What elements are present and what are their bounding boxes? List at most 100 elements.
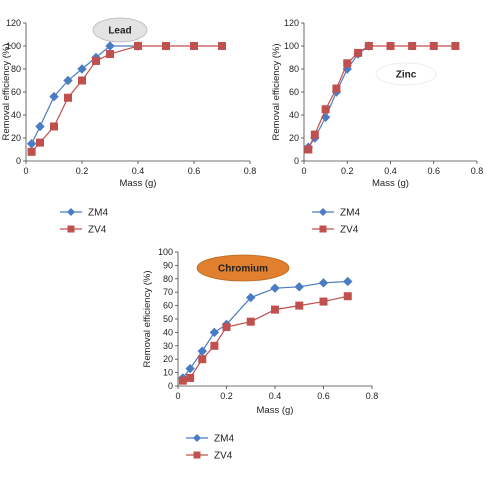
x-tick-label: 0 — [175, 391, 180, 401]
legend-marker — [319, 208, 327, 216]
chart-title-badge — [196, 254, 290, 282]
data-point — [246, 317, 255, 326]
data-point — [294, 282, 304, 292]
data-point — [105, 41, 115, 51]
legend-label: ZV4 — [340, 225, 359, 236]
chart-title: Zinc — [396, 70, 417, 81]
data-point — [222, 323, 231, 332]
chart-title-badge — [375, 62, 437, 86]
data-point — [210, 341, 219, 350]
data-point — [190, 42, 198, 50]
y-tick-label: 70 — [163, 287, 173, 297]
y-tick-label: 40 — [163, 327, 173, 337]
y-tick-label: 90 — [163, 260, 173, 270]
legend-label: ZM4 — [340, 208, 360, 219]
y-tick-label: 60 — [289, 87, 299, 97]
x-tick-label: 0.4 — [384, 166, 397, 176]
y-tick-label: 10 — [163, 368, 173, 378]
data-point — [106, 50, 114, 59]
chart-title: Lead — [108, 26, 131, 37]
x-tick-label: 0 — [301, 166, 306, 176]
x-tick-label: 0.6 — [317, 391, 330, 401]
legend-marker — [193, 451, 201, 459]
data-point — [36, 138, 44, 147]
y-tick-label: 80 — [163, 274, 173, 284]
x-axis-label: Mass (g) — [372, 178, 409, 189]
data-point — [209, 327, 220, 338]
data-point — [35, 121, 45, 132]
data-point — [64, 93, 72, 102]
chart-0: 0 20 40 60 80 100 120 0 0.2 0.4 0.6 0.8 Mass (g) Remo… — [1, 17, 257, 236]
x-tick-label: 0.2 — [220, 391, 233, 401]
y-tick-label: 120 — [284, 18, 299, 28]
x-tick-label: 0.4 — [132, 166, 145, 176]
y-tick-label: 0 — [168, 381, 173, 391]
x-tick-label: 0.4 — [269, 391, 282, 401]
data-point — [134, 42, 142, 50]
data-point — [354, 48, 363, 57]
chart-title-badge — [92, 17, 148, 43]
y-tick-label: 80 — [289, 64, 299, 74]
data-point — [26, 139, 37, 149]
y-tick-label: 40 — [11, 110, 21, 120]
x-tick-label: 0 — [23, 166, 28, 176]
data-point — [343, 292, 352, 301]
data-point — [63, 75, 73, 86]
legend: ZM4 ZV4 — [186, 434, 234, 462]
x-tick-label: 0.6 — [188, 166, 201, 176]
legend: ZM4 ZV4 — [60, 208, 108, 236]
y-tick-label: 120 — [6, 18, 21, 28]
data-point — [386, 42, 395, 50]
data-point — [178, 376, 187, 385]
data-point — [185, 363, 195, 374]
data-point — [332, 84, 341, 93]
series-line — [31, 45, 222, 153]
data-point — [408, 42, 417, 50]
x-tick-label: 0.8 — [244, 166, 257, 176]
x-tick-label: 0.8 — [366, 391, 379, 401]
data-point — [310, 130, 319, 139]
data-point — [218, 42, 226, 50]
y-axis-label: Removal efficiency (%) — [1, 44, 12, 141]
x-tick-label: 0.6 — [427, 166, 440, 176]
series-zv4 — [27, 42, 226, 156]
legend-marker — [193, 434, 201, 442]
legend-label: ZM4 — [88, 208, 108, 219]
y-tick-label: 20 — [11, 133, 21, 143]
legend-marker — [67, 225, 75, 233]
data-point — [271, 305, 279, 314]
data-point — [451, 42, 460, 50]
x-tick-label: 0.2 — [76, 166, 89, 176]
data-point — [295, 301, 304, 310]
x-axis-label: Mass (g) — [257, 405, 294, 416]
y-tick-label: 40 — [289, 110, 299, 120]
chart-title: Chromium — [218, 264, 268, 275]
data-point — [92, 56, 100, 65]
data-point — [186, 373, 195, 382]
y-tick-label: 80 — [11, 64, 21, 74]
data-point — [78, 76, 86, 85]
legend-label: ZV4 — [88, 225, 107, 236]
x-tick-label: 0.8 — [471, 166, 484, 176]
data-point — [197, 346, 207, 356]
legend-label: ZM4 — [214, 434, 234, 445]
data-point — [162, 42, 170, 50]
y-axis-label: Removal efficiency (%) — [142, 271, 153, 368]
data-point — [321, 105, 330, 114]
data-point — [270, 283, 280, 293]
data-point — [304, 145, 313, 154]
series-zv4 — [178, 292, 352, 385]
data-point — [198, 355, 207, 364]
data-point — [319, 297, 328, 306]
series-line — [182, 280, 348, 379]
y-axis-label: Removal efficiency (%) — [271, 44, 282, 141]
data-point — [49, 91, 59, 102]
y-tick-label: 60 — [11, 87, 21, 97]
data-point — [27, 147, 36, 156]
data-point — [343, 276, 353, 287]
y-tick-label: 100 — [284, 41, 299, 51]
chart-1: 0 20 40 60 80 100 120 0 0.2 0.4 0.6 0.8 Mass (g) Remo… — [271, 18, 483, 236]
series-line — [31, 45, 138, 145]
y-tick-label: 30 — [163, 341, 173, 351]
